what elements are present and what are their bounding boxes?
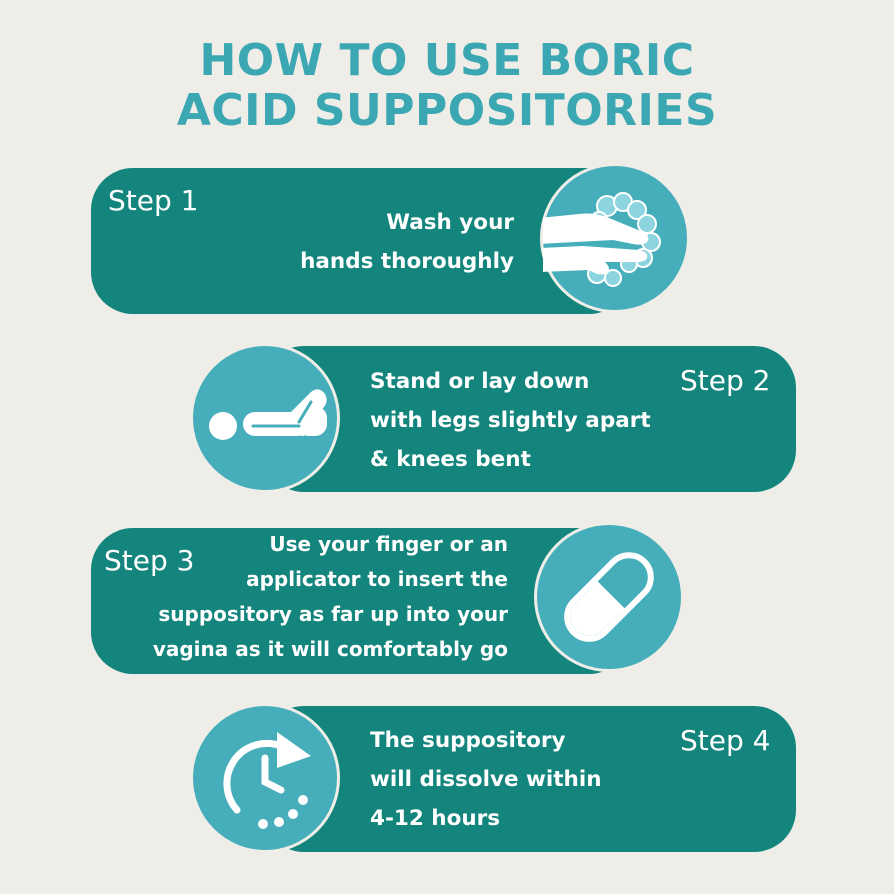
- step-1-line: hands thoroughly: [300, 249, 514, 274]
- step-3-icon-circle: [534, 522, 684, 672]
- step-1-description: Wash your hands thoroughly: [300, 203, 514, 281]
- title-line-2: ACID SUPPOSITORIES: [176, 85, 718, 136]
- lying-person-icon: [209, 389, 327, 440]
- step-2-label: Step 2: [680, 364, 771, 397]
- step-4-line: The suppository: [370, 728, 566, 753]
- step-3-description: Use your finger or an applicator to inse…: [153, 527, 508, 667]
- step-2-line: Stand or lay down: [370, 369, 590, 394]
- clock-timer-icon: [223, 732, 311, 829]
- step-3-line: vagina as it will comfortably go: [152, 637, 508, 661]
- page-title: HOW TO USE BORIC ACID SUPPOSITORIES: [0, 36, 894, 136]
- step-4-bar: [262, 706, 796, 852]
- step-4-icon-circle: [190, 703, 340, 853]
- step-4-description: The suppository will dissolve within 4-1…: [370, 721, 602, 838]
- step-2-icon-circle: [190, 343, 340, 493]
- step-3-line: Use your finger or an: [269, 532, 508, 556]
- step-1-label: Step 1: [108, 184, 199, 217]
- step-1-icon-circle: [540, 163, 690, 313]
- step-3-label: Step 3: [104, 544, 195, 577]
- hand-washing-icon: [543, 192, 661, 287]
- step-4-line: will dissolve within: [370, 767, 602, 792]
- step-3-line: applicator to insert the: [246, 567, 508, 591]
- step-3-line: suppository as far up into your: [158, 602, 508, 626]
- step-4-label: Step 4: [680, 724, 771, 757]
- step-2-bar: [262, 346, 796, 492]
- step-2-line: with legs slightly apart: [370, 408, 651, 433]
- step-1-line: Wash your: [386, 210, 514, 235]
- step-2-line: & knees bent: [370, 447, 531, 472]
- capsule-icon: [564, 552, 654, 642]
- step-4-line: 4-12 hours: [370, 806, 501, 831]
- step-2-description: Stand or lay down with legs slightly apa…: [370, 362, 651, 479]
- title-line-1: HOW TO USE BORIC: [199, 35, 695, 86]
